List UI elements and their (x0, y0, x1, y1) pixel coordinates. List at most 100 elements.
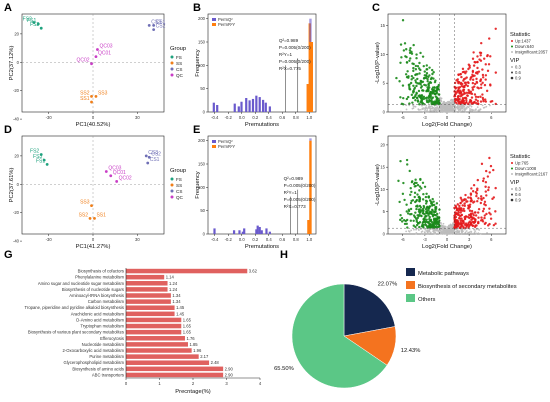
permutation-bar (255, 95, 258, 112)
category-label-15: Glycerophospholipid metabolism (63, 360, 124, 365)
volcano-point (461, 99, 464, 102)
volcano-point (458, 223, 462, 226)
volcano-point (432, 101, 436, 105)
volcano-point (488, 156, 491, 160)
volcano-point (469, 192, 473, 195)
volcano-point (406, 163, 409, 166)
volcano-point (459, 211, 462, 214)
volcano-point (406, 212, 410, 215)
x-axis-label: Log2(Fold Change) (422, 122, 472, 128)
point-label-QC01: QC01 (98, 51, 111, 57)
point-label-SS3: SS3 (80, 200, 90, 206)
volcano-point (457, 90, 460, 93)
volcano-point (470, 96, 474, 99)
volcano-point (474, 98, 478, 101)
volcano-point (399, 213, 402, 217)
volcano-point (483, 83, 487, 87)
volcano-point (467, 216, 470, 219)
volcano-point (461, 109, 464, 112)
volcano-point (484, 78, 487, 81)
data-point-FS1 (45, 163, 49, 166)
legend-marker-QC (170, 73, 174, 77)
volcano-point (469, 103, 472, 106)
x-tick-label: -0.2 (225, 237, 233, 242)
volcano-point (420, 224, 424, 228)
volcano-point (468, 232, 471, 235)
volcano-point (414, 211, 417, 214)
volcano-point (474, 109, 477, 112)
volcano-point (475, 232, 478, 235)
legend-title: Group (170, 46, 186, 52)
y-tick-label: 5 (383, 81, 386, 86)
volcano-point (487, 186, 490, 189)
volcano-point (445, 107, 448, 110)
volcano-point (483, 200, 487, 204)
volcano-point (426, 80, 429, 83)
volcano-point (463, 102, 467, 105)
volcano-point (494, 210, 497, 213)
volcano-point (450, 107, 453, 110)
volcano-point (470, 105, 473, 108)
volcano-point (470, 187, 473, 190)
x-tick-label: -6 (401, 237, 405, 242)
volcano-point (491, 197, 494, 201)
volcano-point (429, 81, 433, 84)
volcano-point (425, 192, 428, 196)
volcano-point (455, 98, 458, 102)
volcano-point (412, 214, 416, 217)
vip-title: VIP (510, 58, 519, 64)
panel-letter-C: C (372, 2, 380, 14)
volcano-point (453, 206, 456, 210)
data-point-CS1 (146, 161, 150, 165)
panel-letter-A: A (4, 2, 12, 14)
volcano-point (492, 223, 496, 227)
volcano-point (413, 195, 416, 199)
volcano-point (455, 101, 458, 105)
volcano-point (475, 192, 478, 195)
volcano-point (405, 158, 409, 162)
volcano-point (415, 223, 419, 227)
volcano-point (434, 79, 437, 82)
volcano-point (466, 200, 469, 203)
volcano-point (477, 109, 480, 112)
volcano-point (458, 110, 461, 113)
permutation-bar (248, 100, 251, 112)
x-tick-label: 0.6 (279, 237, 285, 242)
x-tick-label: 1.0 (306, 115, 312, 120)
y-tick-label: 15 (380, 165, 385, 170)
volcano-point (424, 76, 428, 80)
volcano-point (459, 95, 462, 98)
volcano-point (462, 70, 466, 73)
x-tick-label: 0 (125, 381, 128, 386)
volcano-point (494, 27, 497, 30)
volcano-point (481, 81, 484, 85)
pie-legend-label-2: Others (418, 297, 435, 303)
data-point-QC03 (96, 48, 99, 51)
x-axis-label: Premutations (245, 122, 279, 128)
permutation-bar (258, 97, 261, 112)
point-label-SS2: SS2 (80, 90, 90, 96)
volcano-point (457, 102, 460, 105)
x-axis-label: Premutations (245, 244, 279, 250)
volcano-point (414, 73, 417, 77)
volcano-point (469, 196, 472, 199)
value-label-13: 1.96 (193, 348, 202, 353)
vip-label-1: 0.6 (515, 192, 521, 197)
volcano-point (459, 109, 462, 112)
y-tick-label: 5 (383, 209, 386, 214)
volcano-point (425, 64, 428, 67)
volcano-point (443, 230, 446, 233)
volcano-point (409, 81, 413, 85)
volcano-point (409, 57, 412, 60)
volcano-point (399, 96, 402, 99)
y-tick-label: 50 (200, 86, 205, 91)
volcano-point (476, 86, 479, 89)
vip-marker-0 (511, 188, 513, 190)
volcano-point (419, 79, 422, 83)
volcano-point (451, 231, 453, 234)
point-label-FS3: FS3 (30, 22, 39, 28)
vip-label-0: 0.3 (515, 65, 521, 70)
volcano-point (425, 68, 428, 71)
volcano-point (420, 231, 423, 233)
volcano-point (465, 107, 468, 110)
